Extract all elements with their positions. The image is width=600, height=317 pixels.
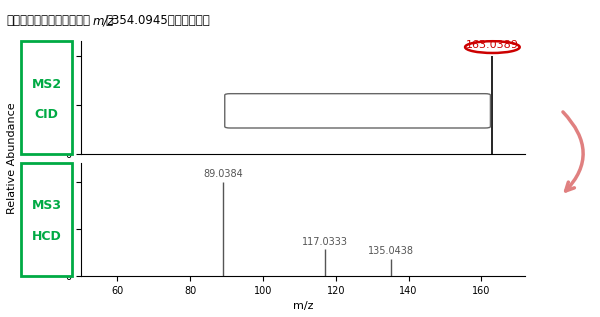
Text: MS2で得られた成分をさらに開裂・フラグメント化させる: MS2で得られた成分をさらに開裂・フラグメント化させる <box>272 106 443 116</box>
Text: ：354.0945）　　構造：: ：354.0945） 構造： <box>105 14 210 27</box>
Text: HCD: HCD <box>32 230 61 243</box>
Text: 135.0438: 135.0438 <box>368 246 413 256</box>
Text: MS3: MS3 <box>32 199 62 212</box>
Text: MS2: MS2 <box>31 78 62 91</box>
Text: 89.0384: 89.0384 <box>203 169 243 179</box>
Text: 163.0389: 163.0389 <box>466 40 519 50</box>
Text: 117.0333: 117.0333 <box>302 237 348 247</box>
FancyArrowPatch shape <box>563 112 583 191</box>
Text: CID: CID <box>35 108 58 121</box>
Text: m/z: m/z <box>93 14 115 27</box>
Text: 測定試料：クロロゲン酸（: 測定試料：クロロゲン酸（ <box>6 14 90 27</box>
X-axis label: m/z: m/z <box>293 301 313 311</box>
FancyBboxPatch shape <box>225 94 490 128</box>
Text: Relative Abundance: Relative Abundance <box>7 103 17 214</box>
